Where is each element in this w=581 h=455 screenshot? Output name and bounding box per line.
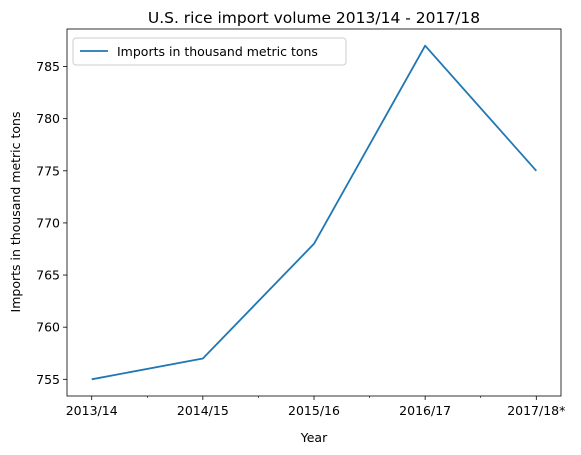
- chart-title: U.S. rice import volume 2013/14 - 2017/1…: [148, 9, 480, 27]
- legend: Imports in thousand metric tons: [72, 37, 347, 66]
- x-axis-ticks: 2013/14 2014/15 2015/16 2016/17 2017/18*: [66, 396, 565, 418]
- x-tick-label: 2016/17: [399, 403, 451, 418]
- y-tick-label: 760: [36, 320, 60, 335]
- y-tick-label: 780: [36, 111, 60, 126]
- y-axis-ticks: 755 760 765 770 775 780 785: [36, 59, 67, 387]
- y-tick-label: 765: [36, 268, 60, 283]
- y-axis-label: Imports in thousand metric tons: [8, 112, 23, 313]
- x-axis-label: Year: [300, 430, 328, 445]
- series-line: [91, 44, 537, 381]
- y-tick-label: 785: [36, 59, 60, 74]
- legend-box: [72, 37, 347, 66]
- legend-label: Imports in thousand metric tons: [117, 44, 318, 59]
- y-tick-label: 775: [36, 163, 60, 178]
- y-tick-label: 770: [36, 215, 60, 230]
- plot-area: 755 760 765 770 775 780 785 2013/14 2014/15 2015…: [36, 28, 565, 418]
- series-layer: [91, 44, 537, 381]
- x-tick-label: 2013/14: [66, 403, 118, 418]
- x-tick-label: 2015/16: [288, 403, 340, 418]
- plot-frame: [66, 28, 562, 397]
- x-tick-label: 2017/18*: [507, 403, 565, 418]
- y-tick-label: 755: [36, 372, 60, 387]
- x-tick-label: 2014/15: [177, 403, 229, 418]
